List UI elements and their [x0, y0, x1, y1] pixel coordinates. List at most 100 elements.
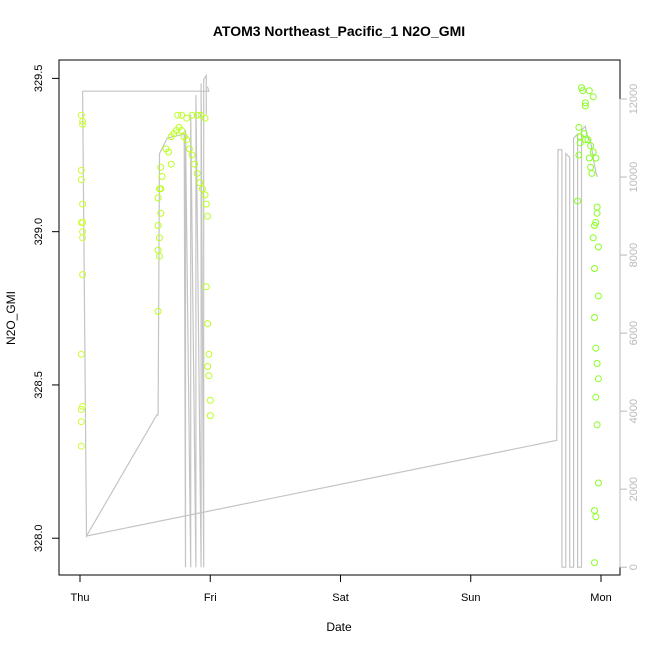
x-axis-label: Date	[326, 620, 352, 634]
data-point	[206, 396, 214, 404]
data-point	[201, 191, 209, 199]
data-point	[592, 393, 600, 401]
data-point	[79, 120, 87, 128]
data-point	[589, 234, 597, 242]
data-point	[79, 117, 87, 125]
y-tick-label: 328.0	[33, 524, 45, 552]
data-point	[581, 136, 589, 144]
data-point	[205, 372, 213, 380]
data-point	[585, 154, 593, 162]
data-point	[593, 203, 601, 211]
data-point	[188, 111, 196, 119]
data-point	[77, 176, 85, 184]
data-point	[77, 442, 85, 450]
data-point	[157, 209, 165, 217]
data-point	[79, 234, 87, 242]
data-point	[593, 360, 601, 367]
data-point	[584, 136, 592, 144]
y-tick-label: 328.5	[33, 371, 45, 399]
data-point	[79, 271, 87, 279]
data-point	[585, 87, 593, 95]
data-point	[157, 185, 165, 193]
data-point	[589, 148, 597, 156]
data-point	[201, 114, 209, 122]
right-tick-label: 12000	[628, 84, 640, 115]
altitude-line	[82, 73, 210, 568]
data-point	[204, 212, 212, 220]
data-point	[587, 142, 595, 150]
data-point	[154, 222, 162, 229]
data-point	[576, 139, 584, 147]
data-point	[162, 145, 170, 153]
data-point	[592, 513, 600, 521]
x-tick-label: Mon	[590, 592, 611, 604]
data-point	[79, 228, 87, 236]
data-point	[581, 99, 589, 107]
data-point	[79, 200, 87, 208]
data-point	[154, 246, 162, 254]
right-tick-label: 6000	[628, 321, 640, 345]
right-tick-label: 8000	[628, 243, 640, 267]
x-tick-label: Sat	[332, 592, 349, 604]
x-tick-label: Sun	[461, 592, 481, 604]
data-point	[204, 320, 212, 328]
data-point	[206, 412, 214, 420]
data-point	[591, 222, 598, 229]
data-point	[77, 418, 85, 426]
data-point	[591, 559, 598, 567]
y-tick-label: 329.5	[33, 65, 45, 93]
data-point	[178, 111, 186, 119]
data-point	[157, 163, 165, 171]
data-point	[575, 123, 583, 131]
data-point	[205, 350, 213, 358]
data-point	[592, 344, 600, 352]
x-tick-label: Thu	[71, 592, 90, 604]
data-point	[196, 179, 204, 187]
x-axis: Thu Fri Sat Sun Mon	[71, 574, 612, 604]
plot-frame	[58, 59, 621, 576]
data-point	[77, 166, 85, 174]
data-point	[188, 151, 196, 159]
data-point	[183, 114, 191, 122]
data-point	[594, 375, 602, 383]
data-point	[591, 507, 598, 515]
data-point	[204, 363, 212, 370]
data-point	[202, 200, 210, 208]
data-point	[575, 151, 583, 159]
right-axis: 0 2000 4000 6000 8000 10000 12000	[619, 84, 640, 570]
data-point	[154, 307, 162, 315]
chart-title: ATOM3 Northeast_Pacific_1 N2O_GMI	[213, 23, 465, 39]
y-axis: 328.0 328.5 329.0 329.5	[33, 65, 60, 552]
data-point	[167, 160, 175, 168]
data-point	[594, 479, 602, 487]
data-point	[77, 219, 85, 226]
data-point	[581, 102, 589, 110]
data-point	[183, 136, 191, 144]
data-point	[588, 169, 596, 177]
data-point	[591, 265, 598, 272]
data-point	[154, 194, 162, 202]
data-point	[77, 406, 85, 413]
y-axis-label: N2O_GMI	[4, 291, 18, 345]
data-point	[574, 197, 582, 205]
data-point	[587, 163, 595, 171]
data-point	[156, 234, 163, 242]
data-point	[156, 252, 163, 260]
data-point	[593, 209, 601, 217]
data-point	[191, 160, 199, 168]
x-tick-label: Fri	[204, 592, 217, 604]
right-tick-label: 2000	[628, 477, 640, 501]
right-tick-label: 10000	[628, 162, 640, 193]
data-point	[594, 292, 602, 300]
data-point	[193, 169, 201, 177]
line-series	[82, 73, 598, 568]
data-point	[79, 402, 87, 410]
data-point	[77, 350, 85, 358]
data-point	[591, 314, 598, 321]
data-point	[589, 93, 597, 101]
data-point	[593, 421, 601, 429]
data-point	[594, 243, 602, 251]
data-point	[174, 111, 182, 119]
data-point	[578, 84, 585, 92]
